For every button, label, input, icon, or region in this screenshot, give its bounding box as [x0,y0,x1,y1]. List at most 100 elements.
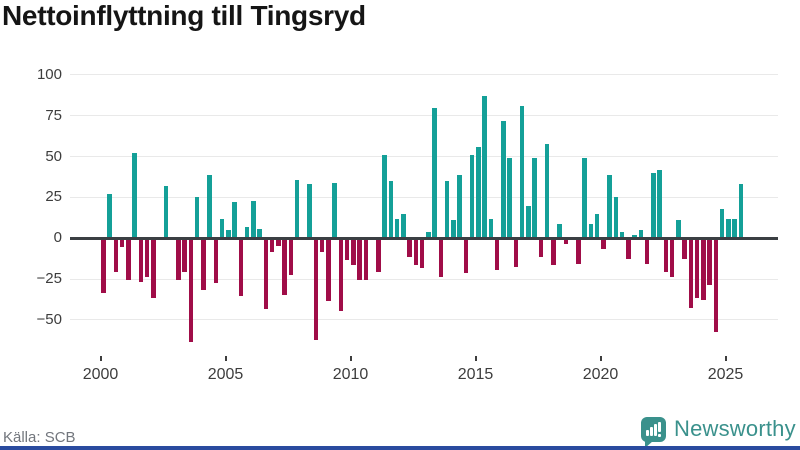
x-axis-tick-2005 [224,356,227,361]
bar-2017-q2 [532,158,537,239]
chart-title: Nettoinflyttning till Tingsryd [2,0,366,31]
x-axis-label-2005: 2005 [207,366,244,383]
gridline-100 [70,74,778,76]
y-axis-label-25: 25 [45,188,62,206]
gridline-50 [70,156,778,158]
bar-2002-q1 [151,239,156,298]
bar-2007-q3 [288,239,294,276]
x-axis-label-2015: 2015 [457,366,494,383]
bar-2023-q4 [694,239,700,298]
bar-2025-q3 [738,184,744,239]
gridline-25 [70,196,778,198]
x-axis-label-2020: 2020 [582,366,619,383]
bar-2019-q4 [594,213,600,239]
bar-2003-q2 [182,239,187,272]
x-axis-tick-2020 [599,356,602,361]
bar-2003-q3 [188,239,194,342]
bar-2016-q3 [513,239,519,267]
bar-2020-q1 [601,239,606,249]
bar-2011-q2 [382,155,387,239]
brand-bottom-bar [0,446,800,450]
bar-2000-q1 [101,239,106,293]
bar-2015-q1 [476,146,481,239]
bar-2017-q4 [544,143,550,239]
bar-2018-q1 [551,239,556,266]
bar-2001-q1 [126,239,131,280]
x-axis-label-2010: 2010 [332,366,369,383]
bar-2014-q1 [451,220,456,239]
bar-2003-q4 [194,197,200,239]
bar-2022-q3 [663,239,669,272]
bar-2021-q4 [644,239,650,264]
bar-2013-q1 [426,231,431,239]
bar-2006-q3 [263,239,269,310]
gridline-75 [70,115,778,117]
bar-2011-q1 [376,239,381,272]
bar-2001-q2 [132,153,137,239]
bar-2019-q3 [588,223,594,239]
bar-2012-q2 [407,239,412,258]
source-label: Källa: SCB [3,429,76,446]
bar-2023-q1 [676,220,681,239]
bar-2024-q2 [707,239,712,285]
bar-2009-q4 [344,239,350,261]
bar-2021-q3 [638,230,644,239]
y-axis-label--25: −25 [36,270,62,288]
bar-2000-q3 [113,239,119,272]
bar-2022-q2 [657,169,662,239]
bar-2007-q4 [294,179,300,239]
bar-2015-q4 [494,239,500,271]
bar-2023-q2 [682,239,687,259]
bar-2020-q2 [607,174,612,239]
bar-2014-q4 [469,155,475,239]
bar-2016-q4 [519,106,525,239]
bar-2006-q2 [257,228,262,239]
bar-2008-q2 [307,184,312,239]
bar-2011-q3 [388,181,394,239]
bar-2008-q3 [313,239,319,341]
bar-2013-q3 [438,239,444,277]
bar-2005-q1 [226,230,231,239]
bar-2003-q1 [176,239,181,280]
bar-2013-q2 [432,107,437,239]
bar-2015-q2 [482,96,487,239]
bar-2017-q1 [526,205,531,239]
x-axis-tick-2015 [474,356,477,361]
bar-2020-q4 [619,231,625,239]
y-axis-label-75: 75 [45,106,62,124]
bar-2002-q3 [163,186,169,239]
bar-2019-q2 [582,158,587,239]
x-axis-tick-2000 [99,356,102,361]
x-axis-tick-2010 [349,356,352,361]
bar-2010-q3 [363,239,369,280]
bar-2010-q1 [351,239,356,266]
bar-2024-q3 [713,239,719,333]
bar-2023-q3 [688,239,694,308]
bar-2000-q2 [107,194,112,239]
bar-2000-q4 [119,239,125,248]
gridline--50 [70,319,778,321]
bar-2021-q2 [632,235,637,239]
bar-2013-q4 [444,181,450,239]
x-axis-label-2025: 2025 [707,366,744,383]
brand-wordmark: Newsworthy [674,416,796,441]
bar-2024-q4 [719,208,725,239]
bar-2024-q1 [701,239,706,300]
bar-2012-q3 [413,239,419,266]
bar-2008-q4 [319,239,325,253]
bar-2014-q3 [463,239,469,274]
bar-2004-q2 [207,174,212,239]
bar-2012-q4 [419,239,425,269]
bar-2006-q1 [251,200,256,239]
bar-2015-q3 [488,218,494,239]
y-axis-label-100: 100 [36,65,62,83]
bar-2011-q4 [394,218,400,239]
bar-2021-q1 [626,239,631,259]
bar-2017-q3 [538,239,544,258]
bar-2005-q4 [244,226,250,239]
y-axis-label-50: 50 [45,147,62,165]
x-axis-tick-2025 [724,356,727,361]
newsworthy-badge-icon [641,417,666,442]
bar-2004-q4 [219,218,225,239]
